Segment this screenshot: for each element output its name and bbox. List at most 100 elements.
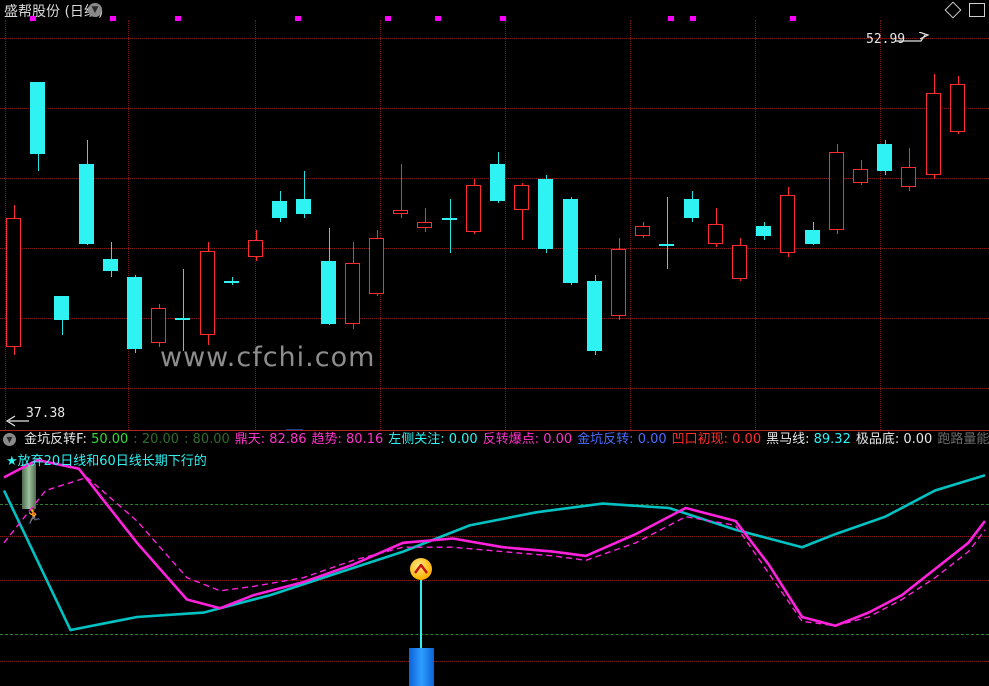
indicator-value: 0.00 [732,432,762,447]
candlestick [659,20,675,430]
candle-body [151,307,167,344]
indicator-reference-line [0,536,989,537]
indicator-line-趋势 [3,458,987,628]
candle-body [780,194,796,254]
candle-body [901,167,917,187]
signal-dot [110,16,116,21]
price-gridline [0,108,989,109]
indicator-value: 80.16 [346,432,384,447]
candlestick [780,20,796,430]
price-gridline-v [5,20,6,430]
candle-body [6,218,21,347]
indicator-value: 0.00 [903,432,933,447]
candle-body [949,83,965,133]
price-gridline-v [505,20,506,430]
candlestick [901,20,917,430]
candlestick [635,20,651,430]
candle-body [223,280,239,283]
chevron-down-icon[interactable]: ▼ [88,3,102,17]
candlestick [611,20,626,430]
candle-body [853,169,868,184]
indicator-legend-item: : 20.00 [133,431,179,449]
indicator-chart-panel[interactable]: 🏃 ★放弃20日线和60日线长期下行的 [0,448,989,686]
candle-body [417,222,433,228]
candlestick [925,20,941,430]
candle-body [199,251,215,336]
indicator-label: 左侧关注: [388,432,449,447]
price-gridline [0,388,989,389]
candlestick [465,20,481,430]
diamond-icon[interactable] [944,1,962,19]
candlestick [417,20,433,430]
price-gridline [0,248,989,249]
indicator-line-鼎天 [3,476,986,627]
candlestick [514,20,530,430]
signal-dot [790,16,796,21]
candlestick [102,20,118,430]
indicator-label: 趋势: [311,432,347,447]
candlestick [78,20,94,430]
candle-body [369,237,384,295]
candlestick [248,20,263,430]
candle-body [756,225,772,236]
candle-body [465,185,481,232]
chevron-down-icon[interactable]: ▼ [3,433,16,446]
candle-wick [425,208,427,232]
candlestick [707,20,723,430]
candle-body [78,163,94,244]
candle-body [296,198,312,215]
candle-body [248,239,263,258]
page-title: 盛帮股份 (日线) [4,4,104,20]
price-chart-panel[interactable]: 52.99 37.38 www.cfchi.com 减 财 [0,20,989,430]
candle-wick [304,171,306,219]
candle-body [490,163,505,201]
indicator-label: : [133,432,142,447]
candle-body [586,280,602,351]
candlestick [683,20,699,430]
indicator-value: 0.00 [637,432,667,447]
candlestick [756,20,772,430]
candle-wick [183,268,185,351]
indicator-legend-item: 黑马线: 89.32 [766,431,851,449]
candle-wick [522,183,524,240]
candle-body [659,243,675,246]
candlestick [538,20,554,430]
indicator-legend-item: 极品底: 0.00 [856,431,932,449]
indicator-line-黑马线 [2,474,986,632]
signal-dot [690,16,696,21]
candle-body [127,276,142,349]
candle-body [54,296,70,320]
indicator-legend-bar[interactable]: ▼ 金坑反转F: 50.00: 20.00: 80.00 鼎天: 82.86 趋势:… [0,430,989,450]
candle-body [393,210,409,215]
low-price-arrow-icon [5,415,29,427]
signal-dot [668,16,674,21]
signal-dot [435,16,441,21]
running-man-icon: 🏃 [24,507,43,525]
restore-window-icon[interactable] [969,3,985,17]
indicator-legend-item: : 80.00 [184,431,230,449]
indicator-label: 金坑反转: [577,432,638,447]
candle-wick [667,196,669,269]
indicator-legend-item: 跑路量能: 0.00 [937,431,989,449]
candle-body [102,259,118,271]
signal-dot [175,16,181,21]
candlestick [127,20,142,430]
candlestick [490,20,505,430]
candle-body [925,93,941,176]
price-gridline [0,38,989,39]
indicator-value: 0.00 [448,432,478,447]
candlestick [562,20,578,430]
indicator-note-text: ★放弃20日线和60日线长期下行的 [6,454,207,469]
price-gridline [0,318,989,319]
candlestick [949,20,965,430]
site-watermark: www.cfchi.com [160,342,376,373]
candle-body [538,179,554,250]
candlestick [586,20,602,430]
buy-signal-marker-icon[interactable] [410,558,432,580]
candle-body [30,81,46,154]
signal-volume-bar [409,648,434,686]
chevron-up-icon [414,564,428,574]
candlestick [877,20,893,430]
candle-body [175,317,191,320]
